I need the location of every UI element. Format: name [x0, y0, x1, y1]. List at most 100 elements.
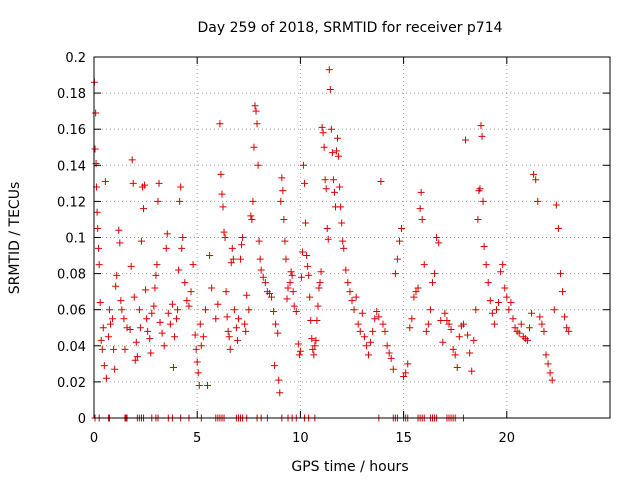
data-point: [337, 203, 345, 211]
data-point: [175, 266, 183, 274]
data-point: [369, 327, 377, 335]
data-point: [358, 309, 366, 317]
data-point: [290, 302, 298, 310]
data-point: [346, 288, 354, 296]
data-point: [243, 291, 251, 299]
data-point: [257, 266, 265, 274]
data-point: [408, 315, 416, 323]
data-point: [323, 224, 331, 232]
data-point: [505, 306, 513, 314]
data-point: [307, 317, 315, 325]
data-point: [324, 235, 332, 243]
data-point: [565, 327, 573, 335]
data-point: [297, 273, 305, 281]
data-point: [509, 315, 517, 323]
data-point: [318, 123, 326, 131]
data-point: [230, 306, 238, 314]
data-point: [176, 197, 184, 205]
data-point: [143, 315, 151, 323]
data-point: [350, 306, 358, 314]
data-point: [160, 342, 168, 350]
data-point: [433, 234, 441, 241]
data-point: [375, 313, 383, 321]
data-point: [477, 122, 485, 130]
data-point: [532, 176, 540, 184]
data-point: [248, 215, 256, 223]
data-point: [115, 226, 123, 234]
data-point: [338, 219, 346, 227]
data-point: [482, 261, 490, 269]
data-point: [453, 363, 461, 371]
data-point: [443, 317, 451, 325]
data-point: [278, 174, 286, 182]
data-point: [146, 335, 154, 343]
data-point: [305, 271, 313, 279]
data-point: [214, 300, 222, 308]
data-point: [455, 333, 463, 341]
data-point: [479, 197, 487, 205]
data-point: [313, 317, 321, 325]
data-point: [447, 326, 455, 334]
y-tick-label: 0.12: [57, 195, 86, 210]
data-point: [216, 120, 224, 128]
data-point: [223, 313, 231, 321]
data-point: [298, 248, 306, 256]
data-point: [261, 279, 269, 287]
data-point: [170, 333, 178, 341]
data-point: [254, 161, 262, 169]
data-point: [495, 298, 503, 306]
data-point: [398, 224, 406, 232]
data-point: [475, 187, 483, 195]
data-point: [492, 306, 500, 314]
data-point: [325, 66, 333, 74]
data-point: [295, 351, 303, 359]
data-point: [225, 333, 233, 341]
data-point: [117, 297, 125, 305]
data-point: [294, 340, 302, 348]
data-point: [222, 288, 230, 296]
data-point: [187, 288, 195, 296]
data-point: [464, 331, 472, 339]
data-point: [181, 279, 189, 287]
data-point: [387, 354, 395, 362]
data-point: [192, 345, 200, 353]
data-point: [133, 353, 141, 361]
data-point: [402, 369, 410, 377]
data-point: [289, 288, 297, 296]
data-point: [312, 336, 320, 344]
data-point: [352, 293, 360, 301]
x-tick-label: 10: [292, 431, 309, 446]
data-point: [113, 271, 121, 279]
data-point: [252, 107, 260, 115]
data-point: [412, 288, 420, 296]
data-point: [546, 369, 554, 377]
data-point: [328, 149, 336, 157]
data-point: [437, 317, 445, 325]
data-point: [365, 351, 373, 359]
data-point: [383, 342, 391, 350]
data-point: [168, 300, 176, 308]
data-point: [95, 244, 103, 252]
data-point: [385, 349, 393, 357]
data-point: [424, 320, 432, 328]
data-point: [116, 239, 124, 247]
data-point: [360, 333, 368, 341]
data-point: [150, 302, 158, 310]
data-point: [559, 288, 567, 296]
y-tick-label: 0.2: [65, 51, 86, 66]
data-point: [154, 197, 162, 205]
data-point: [542, 351, 550, 359]
data-point: [389, 365, 397, 373]
data-point: [339, 237, 347, 245]
data-point: [417, 188, 425, 196]
data-point: [174, 306, 182, 314]
data-point: [130, 293, 138, 301]
data-point: [101, 178, 109, 186]
data-point: [322, 185, 330, 193]
chart-title: Day 259 of 2018, SRMTID for receiver p71…: [197, 20, 502, 36]
data-point: [166, 320, 174, 328]
data-point: [179, 234, 187, 241]
data-point: [148, 309, 156, 317]
data-point: [279, 187, 287, 195]
data-point: [315, 284, 323, 292]
